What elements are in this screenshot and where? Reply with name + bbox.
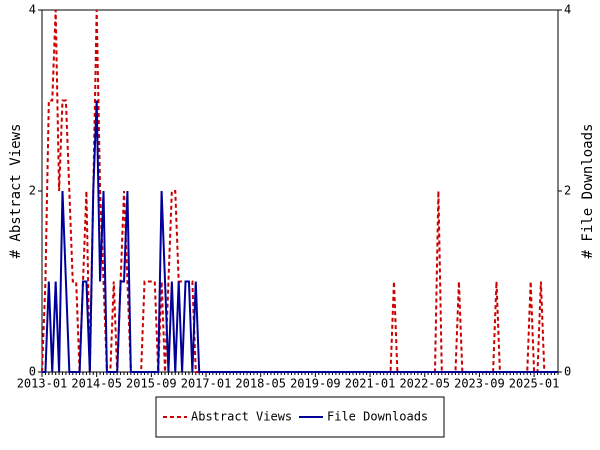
x-tick-label: 2021-01 [345, 377, 396, 391]
legend-label: Abstract Views [191, 410, 292, 424]
legend-label: File Downloads [327, 410, 428, 424]
y2-axis-label: # File Downloads [580, 124, 596, 259]
x-tick-label: 2019-09 [290, 377, 341, 391]
y-tick-label: 4 [29, 3, 36, 17]
x-tick-label: 2018-05 [235, 377, 286, 391]
y2-tick-label: 0 [564, 365, 571, 379]
x-tick-label: 2022-05 [399, 377, 450, 391]
x-tick-label: 2023-09 [454, 377, 505, 391]
x-tick-label: 2015-09 [126, 377, 177, 391]
y-axis-label: # Abstract Views [8, 124, 24, 259]
x-tick-label: 2014-05 [71, 377, 122, 391]
legend-box [155, 396, 445, 438]
y-tick-label: 0 [29, 365, 36, 379]
series-line [42, 100, 558, 373]
x-tick-label: 2013-01 [17, 377, 68, 391]
y2-tick-label: 2 [564, 184, 571, 198]
y2-tick-label: 4 [564, 3, 571, 17]
x-tick-label: 2017-01 [181, 377, 232, 391]
x-tick-label: 2025-01 [509, 377, 560, 391]
y-tick-label: 2 [29, 184, 36, 198]
